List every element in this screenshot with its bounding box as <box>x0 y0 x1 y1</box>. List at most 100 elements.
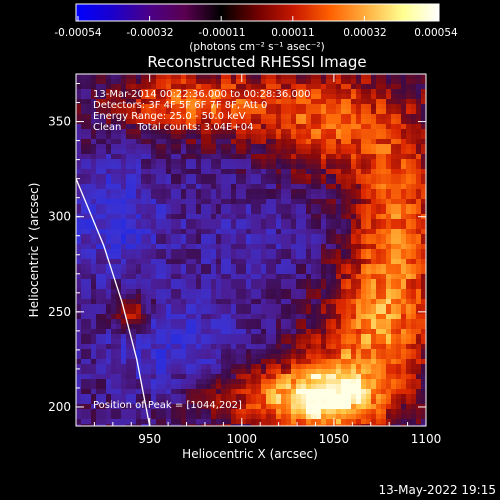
heatmap-cell <box>181 334 187 340</box>
heatmap-cell <box>91 209 97 215</box>
heatmap-cell <box>311 294 317 300</box>
heatmap-cell <box>311 269 317 275</box>
heatmap-cell <box>296 324 302 330</box>
heatmap-cell <box>321 189 327 195</box>
heatmap-cell <box>276 144 282 150</box>
heatmap-cell <box>206 424 212 426</box>
heatmap-cell <box>86 314 92 320</box>
heatmap-cell <box>141 264 147 270</box>
heatmap-cell <box>321 204 327 210</box>
heatmap-cell <box>271 374 277 380</box>
heatmap-cell <box>81 124 87 130</box>
heatmap-cell <box>136 294 142 300</box>
heatmap-cell <box>401 249 407 255</box>
heatmap-cell <box>391 379 397 385</box>
heatmap-cell <box>326 284 332 290</box>
heatmap-cell <box>371 419 377 425</box>
heatmap-cell <box>266 159 272 165</box>
heatmap-cell <box>151 284 157 290</box>
heatmap-cell <box>131 274 137 280</box>
heatmap-cell <box>321 79 327 85</box>
heatmap-cell <box>336 214 342 220</box>
heatmap-cell <box>246 204 252 210</box>
heatmap-cell <box>116 79 122 85</box>
heatmap-cell <box>96 164 102 170</box>
heatmap-cell <box>356 94 362 100</box>
heatmap-cell <box>276 419 282 425</box>
heatmap-cell <box>161 419 167 425</box>
heatmap-cell <box>376 134 382 140</box>
heatmap-cell <box>396 104 402 110</box>
heatmap-cell <box>131 334 137 340</box>
heatmap-cell <box>366 229 372 235</box>
heatmap-cell <box>406 219 412 225</box>
heatmap-cell <box>156 359 162 365</box>
heatmap-cell <box>236 274 242 280</box>
heatmap-cell <box>96 219 102 225</box>
heatmap-cell <box>106 109 112 115</box>
heatmap-cell <box>241 404 247 410</box>
heatmap-cell <box>91 254 97 260</box>
heatmap-cell <box>156 284 162 290</box>
heatmap-cell <box>116 169 122 175</box>
heatmap-cell <box>216 139 222 145</box>
heatmap-cell <box>111 364 117 370</box>
heatmap-cell <box>201 109 207 115</box>
heatmap-cell <box>186 404 192 410</box>
heatmap-cell <box>276 274 282 280</box>
heatmap-cell <box>351 254 357 260</box>
heatmap-cell <box>391 279 397 285</box>
heatmap-cell <box>231 239 237 245</box>
heatmap-cell <box>361 264 367 270</box>
heatmap-cell <box>326 279 332 285</box>
heatmap-cell <box>241 124 247 130</box>
heatmap-cell <box>166 94 172 100</box>
heatmap-cell <box>211 99 217 105</box>
heatmap-cell <box>186 289 192 295</box>
heatmap-cell <box>91 324 97 330</box>
heatmap-cell <box>116 364 122 370</box>
heatmap-cell <box>246 359 252 365</box>
heatmap-cell <box>166 159 172 165</box>
heatmap-cell <box>361 329 367 335</box>
heatmap-cell <box>166 354 172 360</box>
heatmap-cell <box>416 159 422 165</box>
heatmap-cell <box>381 229 387 235</box>
heatmap-cell <box>96 349 102 355</box>
heatmap-cell <box>406 384 412 390</box>
heatmap-cell <box>331 289 337 295</box>
heatmap-cell <box>161 314 167 320</box>
heatmap-cell <box>161 219 167 225</box>
heatmap-cell <box>141 239 147 245</box>
heatmap-cell <box>221 399 227 405</box>
heatmap-cell <box>186 284 192 290</box>
heatmap-cell <box>106 74 112 80</box>
heatmap-cell <box>176 214 182 220</box>
heatmap-cell <box>311 249 317 255</box>
heatmap-cell <box>401 334 407 340</box>
heatmap-cell <box>106 239 112 245</box>
heatmap-cell <box>381 389 387 395</box>
heatmap-cell <box>386 99 392 105</box>
heatmap-cell <box>396 354 402 360</box>
heatmap-cell <box>96 314 102 320</box>
heatmap-cell <box>161 174 167 180</box>
heatmap-cell <box>216 389 222 395</box>
heatmap-cell <box>186 364 192 370</box>
heatmap-cell <box>316 219 322 225</box>
heatmap-cell <box>346 114 352 120</box>
heatmap-cell <box>101 329 107 335</box>
heatmap-cell <box>286 234 292 240</box>
heatmap-cell <box>386 139 392 145</box>
heatmap-cell <box>161 99 167 105</box>
heatmap-cell <box>331 189 337 195</box>
heatmap-cell <box>231 349 237 355</box>
heatmap-cell <box>371 249 377 255</box>
heatmap-cell <box>86 364 92 370</box>
heatmap-cell <box>401 244 407 250</box>
heatmap-cell <box>131 399 137 405</box>
heatmap-cell <box>231 244 237 250</box>
heatmap-cell <box>346 134 352 140</box>
heatmap-cell <box>216 309 222 315</box>
heatmap-cell <box>266 314 272 320</box>
